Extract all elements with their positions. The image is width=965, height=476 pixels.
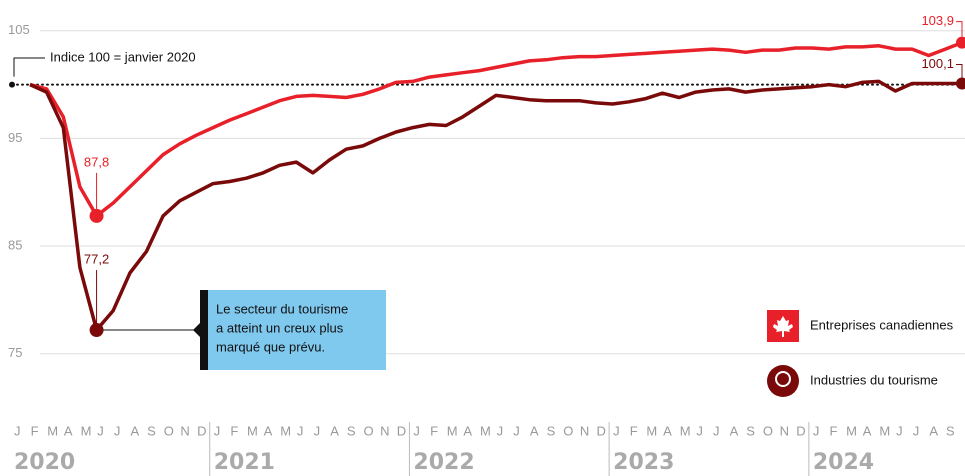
x-tick-label: A (929, 423, 939, 438)
x-tick-label: F (230, 423, 239, 438)
label-leader (956, 64, 963, 78)
x-tick-label: M (646, 423, 658, 438)
callout-pointer (193, 323, 200, 338)
y-tick-label: 85 (8, 237, 22, 252)
year-label: 2024 (813, 450, 874, 475)
x-tick-label: M (280, 423, 292, 438)
x-tick-label: D (597, 423, 607, 438)
legend-label: Industries du tourisme (810, 372, 938, 387)
x-tick-label: A (863, 423, 873, 438)
x-tick-label: F (630, 423, 639, 438)
legend-icon (767, 365, 799, 397)
x-tick-label: N (380, 423, 390, 438)
x-tick-label: J (14, 423, 22, 438)
year-label: 2021 (214, 450, 275, 475)
x-tick-label: O (364, 423, 375, 438)
y-tick-label: 95 (8, 130, 22, 145)
year-label: 2023 (613, 450, 674, 475)
series-line (29, 40, 963, 218)
data-label: 77,2 (84, 251, 109, 266)
x-tick-label: A (64, 423, 74, 438)
reference-dot (9, 81, 15, 88)
label-leader (956, 21, 963, 37)
x-tick-label: A (131, 423, 141, 438)
callout-edge (200, 290, 208, 370)
x-tick-label: N (180, 423, 190, 438)
x-tick-label: M (879, 423, 891, 438)
x-tick-label: M (846, 423, 858, 438)
x-tick-label: S (746, 423, 756, 438)
callout-text: a atteint un creux plus (216, 320, 344, 335)
y-tick-label: 105 (8, 22, 30, 37)
x-tick-label: A (463, 423, 473, 438)
x-tick-label: N (580, 423, 590, 438)
x-tick-label: J (696, 423, 704, 438)
y-tick-label: 75 (8, 345, 22, 360)
data-label: 103,9 (921, 13, 954, 28)
x-tick-label: J (813, 423, 821, 438)
x-tick-label: F (430, 423, 439, 438)
x-tick-label: J (613, 423, 621, 438)
x-tick-label: A (663, 423, 673, 438)
x-tick-label: A (730, 423, 740, 438)
x-tick-label: M (680, 423, 692, 438)
point-marker (956, 77, 965, 90)
x-tick-label: D (397, 423, 407, 438)
x-tick-label: J (413, 423, 421, 438)
x-tick-label: M (247, 423, 259, 438)
x-tick-label: M (447, 423, 459, 438)
x-tick-label: O (763, 423, 774, 438)
x-tick-label: S (946, 423, 956, 438)
legend-icon-ring (775, 371, 791, 387)
x-tick-label: J (297, 423, 305, 438)
x-tick-label: D (197, 423, 207, 438)
callout-box (206, 290, 386, 370)
x-tick-label: J (497, 423, 505, 438)
maple-leaf (773, 316, 793, 337)
point-marker (89, 323, 104, 338)
annotation-leader (13, 57, 45, 77)
x-tick-label: M (47, 423, 59, 438)
x-tick-label: A (264, 423, 274, 438)
data-label: 100,1 (921, 56, 954, 71)
x-tick-label: J (513, 423, 521, 438)
x-tick-label: D (796, 423, 806, 438)
x-tick-label: M (81, 423, 93, 438)
x-tick-label: J (913, 423, 921, 438)
callout-text: Le secteur du tourisme (216, 301, 348, 316)
year-label: 2022 (413, 450, 474, 475)
x-tick-label: F (830, 423, 839, 438)
x-tick-label: J (97, 423, 105, 438)
legend-label: Entreprises canadiennes (810, 317, 954, 332)
x-tick-label: M (480, 423, 492, 438)
x-tick-label: J (314, 423, 322, 438)
x-tick-label: N (780, 423, 790, 438)
data-label: 87,8 (84, 154, 109, 169)
x-tick-label: J (896, 423, 904, 438)
point-marker (956, 36, 965, 49)
series-line (29, 79, 962, 332)
x-tick-label: S (547, 423, 557, 438)
x-tick-label: J (713, 423, 721, 438)
x-tick-label: S (147, 423, 157, 438)
x-tick-label: F (31, 423, 40, 438)
point-marker (89, 208, 104, 223)
x-tick-label: O (563, 423, 574, 438)
callout-text: marqué que prévu. (216, 339, 325, 354)
x-tick-label: S (347, 423, 357, 438)
x-tick-label: A (330, 423, 340, 438)
year-label: 2020 (14, 450, 75, 475)
x-tick-label: O (164, 423, 175, 438)
x-tick-label: A (530, 423, 540, 438)
x-tick-label: J (214, 423, 222, 438)
x-tick-label: J (114, 423, 122, 438)
annotation: Indice 100 = janvier 2020 (50, 49, 196, 64)
